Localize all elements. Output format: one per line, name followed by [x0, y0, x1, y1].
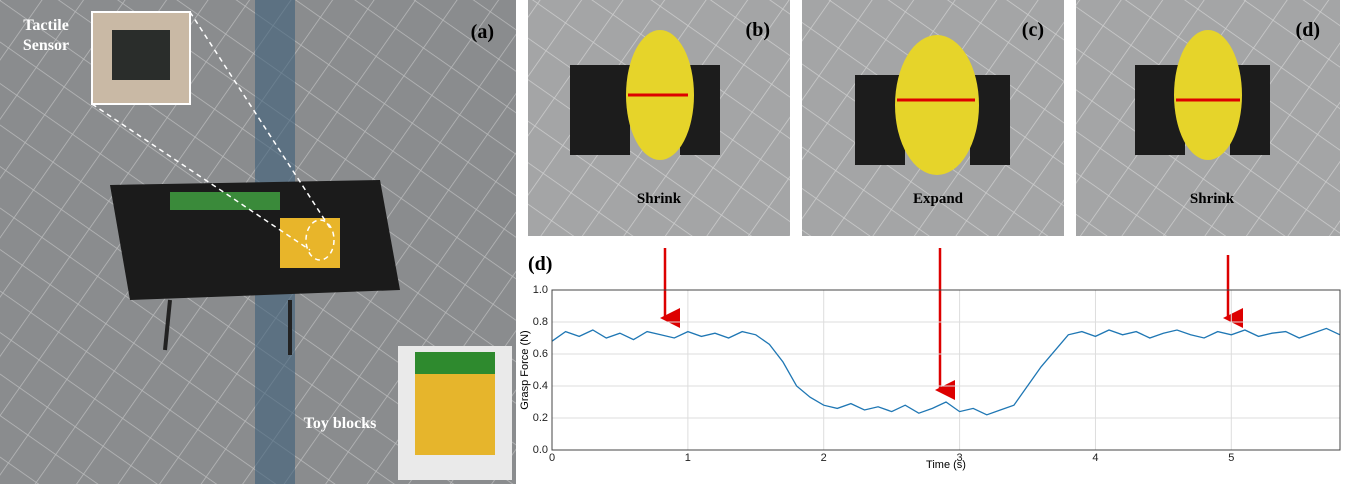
y-tick-label: 0.4 — [533, 380, 548, 392]
x-tick-label: 4 — [1092, 452, 1098, 464]
y-tick-label: 0.2 — [533, 412, 548, 424]
panel-label: (d) — [1296, 19, 1320, 41]
state-label: Shrink — [637, 191, 682, 207]
annotation: Tactile — [23, 17, 69, 34]
y-axis-label: Grasp Force (N) — [519, 330, 531, 409]
x-tick-label: 0 — [549, 452, 555, 464]
y-tick-label: 1.0 — [533, 284, 548, 296]
figure: (a) Tactile Sensor Toy blocks (b) (c) (d… — [0, 0, 1346, 484]
state-label: Expand — [913, 191, 964, 207]
panel-label: (b) — [746, 19, 770, 41]
y-tick-label: 0.0 — [533, 444, 548, 456]
annotation: Sensor — [23, 37, 69, 54]
x-tick-label: 1 — [685, 452, 691, 464]
x-tick-label: 2 — [821, 452, 827, 464]
annotation: Toy blocks — [304, 415, 377, 432]
page: {"panels": { "a": {"label": "(a)", "sens… — [0, 0, 1346, 484]
photo-a — [0, 0, 516, 484]
panel-label: (c) — [1022, 19, 1044, 41]
y-tick-label: 0.8 — [533, 316, 548, 328]
x-axis-label: Time (s) — [926, 459, 966, 471]
y-tick-label: 0.6 — [533, 348, 548, 360]
plot-frame — [552, 290, 1340, 450]
panel-label: (a) — [471, 21, 494, 43]
panel-label: (d) — [528, 253, 552, 275]
x-tick-label: 5 — [1228, 452, 1234, 464]
line-series — [552, 328, 1340, 414]
state-label: Shrink — [1190, 191, 1235, 207]
